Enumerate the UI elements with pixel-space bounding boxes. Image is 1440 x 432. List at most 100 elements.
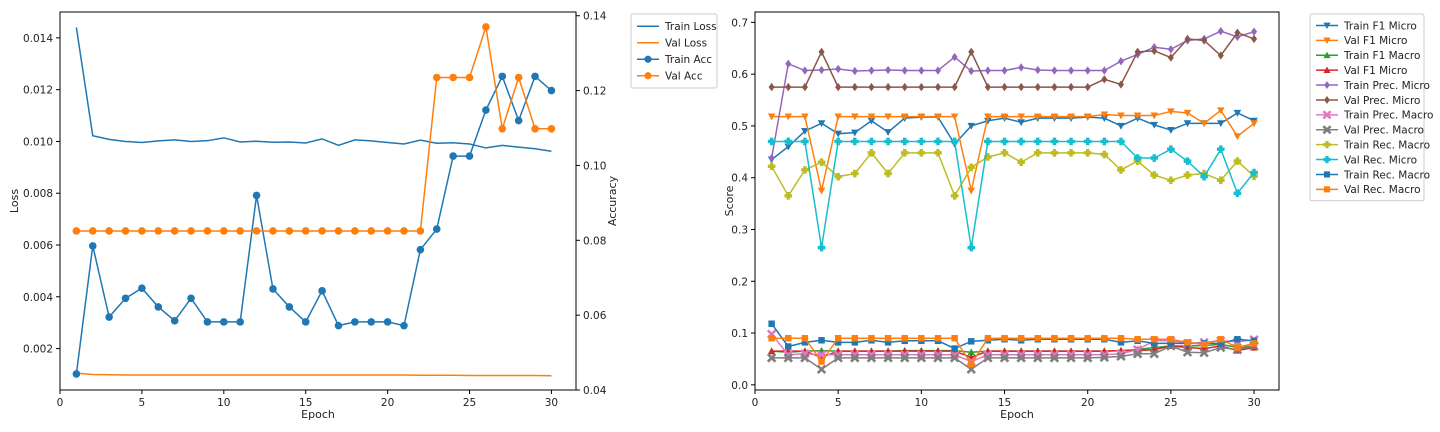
train-rec-macro-point: [967, 163, 976, 172]
legend-label: Train Rec. Macro: [1343, 169, 1430, 181]
val-acc-point: [400, 227, 408, 235]
series-val-prec-micro: [768, 28, 1258, 92]
series-layer: [72, 23, 556, 378]
train-rec-macro-point: [884, 339, 892, 346]
val-rec-macro-point: [951, 334, 958, 342]
train-acc-point: [88, 242, 97, 250]
val-prec-micro-point: [901, 82, 908, 92]
train-f1-micro-point: [834, 130, 842, 138]
legend-item-train-prec-micro: Train Prec. Micro: [1316, 80, 1430, 92]
legend-label: Val Rec. Micro: [1344, 154, 1417, 166]
legend-box: [1309, 13, 1425, 202]
series-train-f1-micro: [767, 109, 1258, 164]
legend-item-val-rec-macro: Val Rec. Macro: [1316, 184, 1421, 196]
y-tick-label: 0.008: [23, 188, 53, 200]
train-acc-point: [531, 72, 539, 81]
val-rec-micro-point: [1200, 172, 1208, 181]
val-f1-micro-point: [1083, 113, 1092, 121]
train-acc-point: [514, 116, 523, 125]
val-prec-micro-point: [1034, 82, 1041, 92]
train-f1-micro-point: [801, 128, 809, 135]
val-prec-micro-point: [1184, 34, 1191, 44]
val-rec-macro-point: [834, 334, 842, 342]
val-acc-point: [416, 227, 425, 235]
train-rec-macro-point: [1234, 336, 1241, 343]
train-f1-micro-point: [851, 129, 859, 137]
val-rec-macro-point: [1134, 336, 1141, 343]
train-f1-micro-point: [784, 143, 793, 151]
legend-label: Val Rec. Macro: [1344, 184, 1421, 196]
val-acc-point: [514, 73, 523, 82]
val-rec-macro-point: [1217, 336, 1225, 343]
train-acc-point: [351, 318, 359, 326]
y2-tick-label: 0.10: [583, 160, 606, 172]
series-train-prec-micro: [768, 26, 1258, 163]
train-prec-micro-point: [1068, 66, 1075, 75]
val-prec-micro-point: [1151, 46, 1158, 56]
val-rec-micro-point: [851, 137, 859, 146]
train-acc-point: [367, 318, 376, 326]
val-prec-macro-line: [771, 345, 1255, 371]
legend-item-val-f1-micro: Val F1 Micro: [1316, 35, 1407, 47]
val-rec-micro-point: [1216, 145, 1225, 154]
val-f1-micro-point: [884, 113, 892, 121]
val-acc-point: [318, 227, 326, 235]
train-prec-micro-point: [901, 66, 908, 75]
val-f1-micro-point: [1000, 113, 1009, 121]
legend-swatch-marker: [1323, 37, 1331, 44]
val-acc-point: [301, 227, 310, 235]
val-rec-micro-point: [984, 137, 992, 146]
val-prec-micro-point: [1084, 82, 1091, 92]
series-layer: [766, 26, 1259, 375]
val-acc-point: [88, 227, 97, 235]
val-prec-macro-point: [1033, 353, 1043, 363]
val-rec-micro-point: [867, 137, 876, 146]
train-f1-micro-point: [817, 120, 826, 128]
val-rec-micro-point: [1100, 137, 1109, 146]
train-rec-macro-point: [1117, 339, 1125, 346]
train-f1-micro-point: [1183, 120, 1192, 128]
val-rec-micro-point: [1167, 145, 1175, 154]
series-val-acc: [72, 23, 556, 235]
val-acc-point: [547, 124, 556, 133]
val-prec-macro-point: [1049, 353, 1060, 363]
score-metrics-chart: 0 5 10 15 20 25 30 0.0 0.1 0.2 0.3 0.4 0.5 0.6 0.7 Ep…: [723, 11, 1433, 421]
val-acc-point: [482, 23, 490, 31]
val-f1-micro-point: [784, 113, 793, 121]
train-prec-micro-point: [1018, 63, 1025, 72]
val-prec-macro-point: [850, 353, 860, 363]
x-axis-label: Epoch: [1000, 408, 1034, 421]
val-acc-point: [121, 227, 130, 235]
train-acc-point: [121, 294, 130, 303]
val-rec-macro-point: [1250, 340, 1258, 347]
val-f1-micro-point: [867, 113, 876, 121]
val-f1-micro-point: [900, 113, 909, 121]
y-tick-label: 0.004: [23, 292, 53, 304]
legend-box: [630, 13, 718, 89]
legend-item-train-f1-micro: Train F1 Micro: [1316, 20, 1417, 32]
y-axis-label: Score: [723, 185, 736, 216]
val-rec-macro-point: [1117, 334, 1125, 342]
train-acc-point: [187, 294, 195, 303]
val-prec-micro-point: [1051, 82, 1058, 92]
val-rec-macro-point: [1067, 334, 1075, 342]
train-acc-point: [301, 318, 310, 326]
x-tick-label: 15: [998, 397, 1011, 409]
train-acc-point: [105, 313, 113, 321]
val-f1-micro-point: [1067, 113, 1075, 121]
x-tick-label: 15: [299, 397, 312, 409]
legend-item-val-loss: Val Loss: [637, 38, 707, 50]
train-rec-macro-point: [1150, 171, 1159, 179]
train-rec-macro-point: [1233, 157, 1242, 165]
train-rec-macro-point: [951, 345, 958, 352]
train-prec-micro-point: [801, 66, 808, 75]
val-acc-point: [334, 227, 343, 235]
train-acc-point: [432, 225, 441, 233]
y-tick-label: 0.014: [23, 33, 53, 45]
val-f1-micro-point: [817, 187, 826, 195]
val-prec-micro-point: [1251, 34, 1258, 44]
train-prec-micro-point: [934, 66, 942, 75]
train-rec-macro-point: [784, 192, 793, 200]
val-rec-micro-point: [884, 137, 892, 146]
